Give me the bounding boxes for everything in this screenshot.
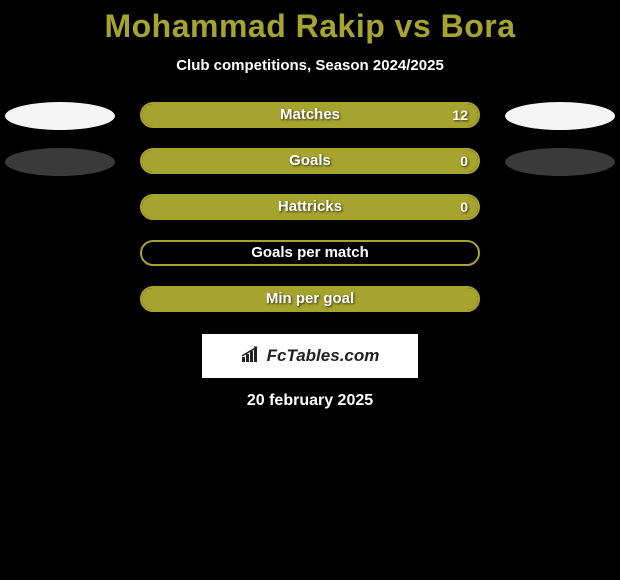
stat-label: Goals — [142, 150, 478, 172]
stat-row: Hattricks0 — [0, 194, 620, 240]
left-ellipse — [5, 102, 115, 130]
stat-label: Hattricks — [142, 196, 478, 218]
stat-row: Matches12 — [0, 102, 620, 148]
stat-value: 12 — [452, 104, 468, 126]
stat-label: Min per goal — [142, 288, 478, 310]
date-label: 20 february 2025 — [0, 392, 620, 410]
bars-icon — [241, 345, 263, 368]
subtitle: Club competitions, Season 2024/2025 — [0, 57, 620, 74]
stat-bar: Min per goal — [140, 286, 480, 312]
stat-bar: Goals0 — [140, 148, 480, 174]
stat-label: Goals per match — [142, 242, 478, 264]
stat-row: Goals per match — [0, 240, 620, 286]
logo-text: FcTables.com — [267, 346, 380, 366]
right-ellipse — [505, 148, 615, 176]
left-ellipse — [5, 148, 115, 176]
stat-bar: Goals per match — [140, 240, 480, 266]
logo: FcTables.com — [241, 345, 380, 368]
stat-row: Goals0 — [0, 148, 620, 194]
page-title: Mohammad Rakip vs Bora — [0, 8, 620, 45]
stat-bar: Hattricks0 — [140, 194, 480, 220]
stat-row: Min per goal — [0, 286, 620, 332]
logo-box: FcTables.com — [202, 334, 418, 378]
stats-rows: Matches12Goals0Hattricks0Goals per match… — [0, 102, 620, 332]
stat-value: 0 — [460, 196, 468, 218]
stat-label: Matches — [142, 104, 478, 126]
stat-bar: Matches12 — [140, 102, 480, 128]
infographic-container: Mohammad Rakip vs Bora Club competitions… — [0, 0, 620, 410]
right-ellipse — [505, 102, 615, 130]
stat-value: 0 — [460, 150, 468, 172]
